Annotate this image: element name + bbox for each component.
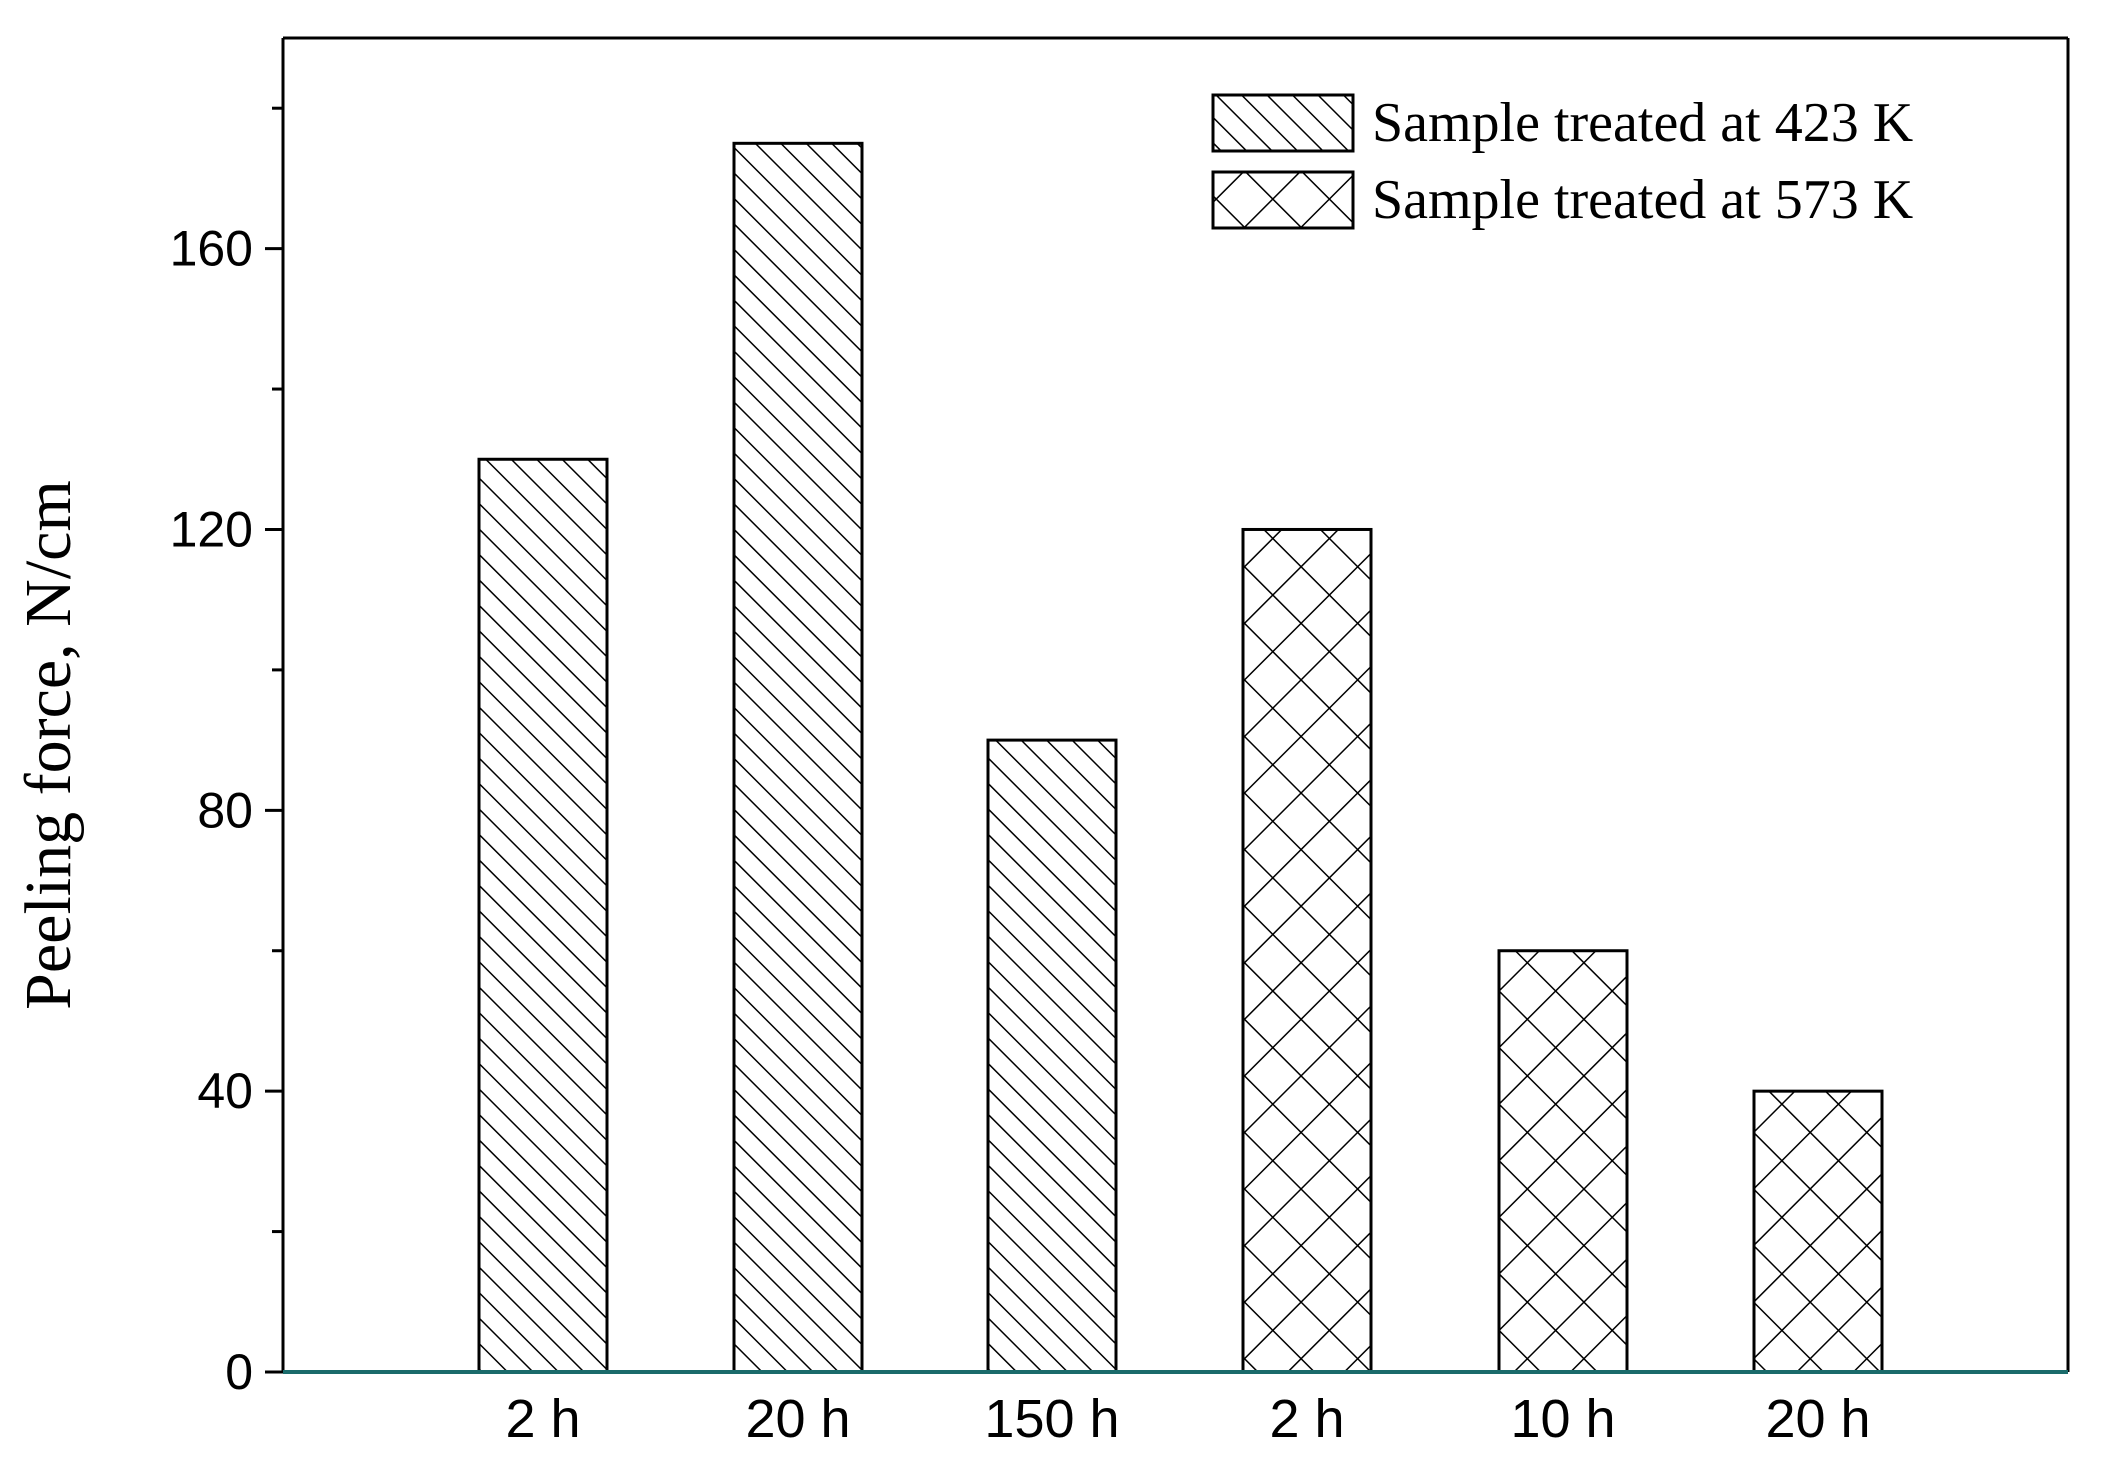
legend-swatch-423k — [1211, 93, 1355, 153]
legend-label-573k: Sample treated at 573 K — [1372, 169, 1913, 231]
legend: Sample treated at 423 K Sample treated at… — [1211, 92, 1913, 231]
y-tick-label-80: 80 — [197, 782, 253, 838]
bar-573k-5 — [1752, 1089, 1884, 1374]
bar-423k-2 — [986, 738, 1118, 1374]
x-tick-label-5: 20 h — [1765, 1389, 1870, 1449]
y-tick-label-40: 40 — [197, 1063, 253, 1119]
bars-layer — [477, 141, 1884, 1374]
bar-573k-3 — [1241, 527, 1373, 1374]
x-tick-label-0: 2 h — [505, 1389, 580, 1449]
x-tick-label-3: 2 h — [1269, 1389, 1344, 1449]
axis-layer: 0 40 80 120 160 2 h 20 h 150 h 2 h 10 h 20 h — [170, 36, 2070, 1449]
y-tick-label-160: 160 — [170, 221, 253, 277]
y-axis-title: Peeling force, N/cm — [12, 480, 85, 1010]
bar-423k-1 — [732, 141, 864, 1374]
legend-swatch-573k — [1211, 170, 1355, 230]
x-tick-label-1: 20 h — [745, 1389, 850, 1449]
x-tick-label-2: 150 h — [984, 1389, 1119, 1449]
y-tick-label-120: 120 — [170, 501, 253, 557]
y-tick-label-0: 0 — [225, 1344, 253, 1400]
bar-423k-0 — [477, 457, 609, 1374]
legend-label-423k: Sample treated at 423 K — [1372, 92, 1913, 154]
bar-573k-4 — [1497, 949, 1629, 1374]
x-tick-label-4: 10 h — [1510, 1389, 1615, 1449]
